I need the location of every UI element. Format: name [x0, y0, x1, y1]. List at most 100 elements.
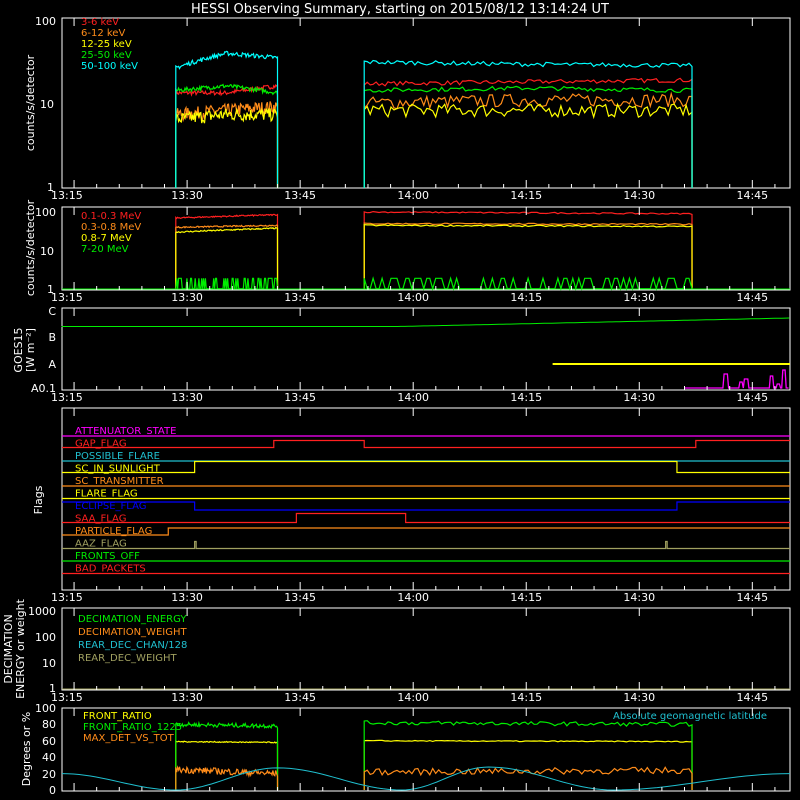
- panel1-series-line: [175, 50, 279, 189]
- panel2-ytick-1: 1: [47, 283, 54, 296]
- panel6-series-line: [175, 720, 279, 791]
- time-tick-label: 14:30: [623, 391, 655, 404]
- flag-label-gap-flag: GAP_FLAG: [75, 439, 127, 450]
- panel3-ytick-a01: A0.1: [31, 382, 56, 395]
- time-tick-label: 14:45: [736, 691, 768, 704]
- panel5-legend-rear-dec-weight: REAR_DEC_WEIGHT: [78, 653, 177, 664]
- panel6-series-line: [175, 765, 279, 791]
- time-tick-label: 14:45: [736, 189, 768, 202]
- panel6-series-line: [363, 766, 693, 791]
- panel3-ylabel: GOES15: [12, 327, 25, 372]
- goes-long-line: [61, 317, 790, 327]
- panel1-ylabel: counts/s/detector: [24, 54, 37, 151]
- time-tick-label: 13:45: [284, 691, 316, 704]
- time-tick-label: 14:15: [510, 391, 542, 404]
- flag-label-attenuator-state: ATTENUATOR_STATE: [75, 426, 176, 437]
- panel5-ytick-1: 1: [49, 682, 56, 695]
- panel2-ytick-100: 100: [35, 206, 56, 219]
- time-tick-label: 13:15: [51, 591, 83, 604]
- flag-label-particle-flag: PARTICLE_FLAG: [75, 526, 152, 537]
- panel6-legend-front-ratio: FRONT_RATIO: [83, 711, 152, 722]
- panel1-frame: [61, 17, 791, 189]
- time-tick-label: 14:45: [736, 591, 768, 604]
- panel2-legend-0-1-0-3-mev: 0.1-0.3 MeV: [81, 211, 141, 222]
- flag-line-eclipse-flag: [62, 501, 790, 511]
- time-tick-label: 14:00: [397, 189, 429, 202]
- panel1-series-line: [175, 107, 279, 189]
- time-tick-label: 13:30: [171, 591, 203, 604]
- panel6-series: [61, 720, 791, 791]
- panel6-ytick-60: 60: [42, 735, 56, 748]
- panel3-yunits: [W m⁻²]: [24, 328, 37, 372]
- panel2-series-line: [363, 222, 693, 290]
- panel-goes: GOES15 [W m⁻²] A0.1 A B C: [12, 305, 791, 395]
- time-tick-label: 14:30: [623, 189, 655, 202]
- panel1-legend-6-12-kev: 6-12 keV: [81, 28, 125, 39]
- time-tick-label: 13:45: [284, 391, 316, 404]
- time-tick-label: 13:15: [51, 291, 83, 304]
- flag-label-eclipse-flag: ECLIPSE_FLAG: [75, 501, 146, 512]
- flag-label-flare-flag: FLARE_FLAG: [75, 489, 138, 500]
- geomagnetic-latitude-line: [61, 766, 791, 791]
- panel6-ytick-80: 80: [42, 718, 56, 731]
- panel1-series-line: [363, 91, 693, 189]
- time-tick-label: 14:30: [623, 291, 655, 304]
- panel6-legend: FRONT_RATIOFRONT_RATIO_1225MAX_DET_VS_TO…: [83, 711, 182, 744]
- goes-short-line: [684, 369, 789, 389]
- panel3-ytick-b: B: [48, 331, 56, 344]
- panel1-series-line: [363, 59, 693, 189]
- panel5-legend: DECIMATION_ENERGY DECIMATION_WEIGHT REAR_D…: [78, 614, 187, 664]
- panel5-ytick-1000: 1000: [28, 605, 56, 618]
- time-tick-label: 14:15: [510, 189, 542, 202]
- figure-title: HESSI Observing Summary, starting on 201…: [191, 2, 609, 17]
- time-tick-label: 14:30: [623, 691, 655, 704]
- panel2-ylabel: counts/s/detector: [24, 199, 37, 296]
- flag-line-aaz-flag: [62, 540, 790, 550]
- time-tick-label: 13:45: [284, 291, 316, 304]
- flag-label-saa-flag: SAA_FLAG: [75, 514, 126, 525]
- time-axes: 13:15 13:15 13:15 13:15 13:15 13:30 13:30 13:30…: [51, 18, 776, 791]
- time-tick-label: 14:15: [510, 591, 542, 604]
- panel1-legend-25-50-kev: 25-50 keV: [81, 50, 132, 61]
- panel-decimation: DECIMATION_ENERGY DECIMATION_WEIGHT REAR_D…: [2, 598, 791, 699]
- panel1-series-line: [363, 77, 693, 189]
- panel2-series-line: [175, 226, 279, 290]
- panel2-series-line: [363, 224, 693, 290]
- time-tick-label: 14:30: [623, 591, 655, 604]
- panel6-ytick-100: 100: [35, 702, 56, 715]
- panel1-series-line: [175, 83, 279, 189]
- panel3-ytick-a: A: [48, 358, 56, 371]
- panel-ratios: FRONT_RATIOFRONT_RATIO_1225MAX_DET_VS_TO…: [20, 702, 791, 797]
- panel2-series-line: [175, 213, 279, 290]
- time-tick-label: 14:00: [397, 291, 429, 304]
- panel6-legend-front-ratio-1225: FRONT_RATIO_1225: [83, 722, 182, 733]
- panel6-ylabel: Degrees or %: [20, 712, 33, 786]
- panel6-series-line: [363, 720, 693, 791]
- panel1-legend-50-100-kev: 50-100 keV: [81, 61, 138, 72]
- time-tick-label: 14:45: [736, 291, 768, 304]
- panel1-ytick-10: 10: [40, 98, 54, 111]
- flag-label-possible-flare: POSSIBLE_FLARE: [75, 451, 160, 462]
- panel5-frame: [61, 607, 791, 691]
- time-tick-label: 13:15: [51, 189, 83, 202]
- flag-label-sc-transmitter: SC_TRANSMITTER: [75, 476, 164, 487]
- panel6-series-line: [363, 739, 693, 791]
- panel2-legend-0-3-0-8-mev: 0.3-0.8 MeV: [81, 222, 141, 233]
- time-tick-label: 13:30: [171, 189, 203, 202]
- time-tick-label: 13:45: [284, 189, 316, 202]
- panel2-series-line: [175, 277, 279, 290]
- time-tick-label: 13:15: [51, 391, 83, 404]
- panel5-ytick-100: 100: [35, 631, 56, 644]
- panel2-series-line: [175, 224, 279, 290]
- time-tick-label: 14:00: [397, 591, 429, 604]
- panel1-series-line: [363, 102, 693, 189]
- time-tick-label: 14:45: [736, 391, 768, 404]
- panel1-legend-12-25-kev: 12-25 keV: [81, 39, 132, 50]
- panel5-legend-rear-dec-chan-128: REAR_DEC_CHAN/128: [78, 640, 187, 651]
- panel2-frame: [61, 206, 791, 291]
